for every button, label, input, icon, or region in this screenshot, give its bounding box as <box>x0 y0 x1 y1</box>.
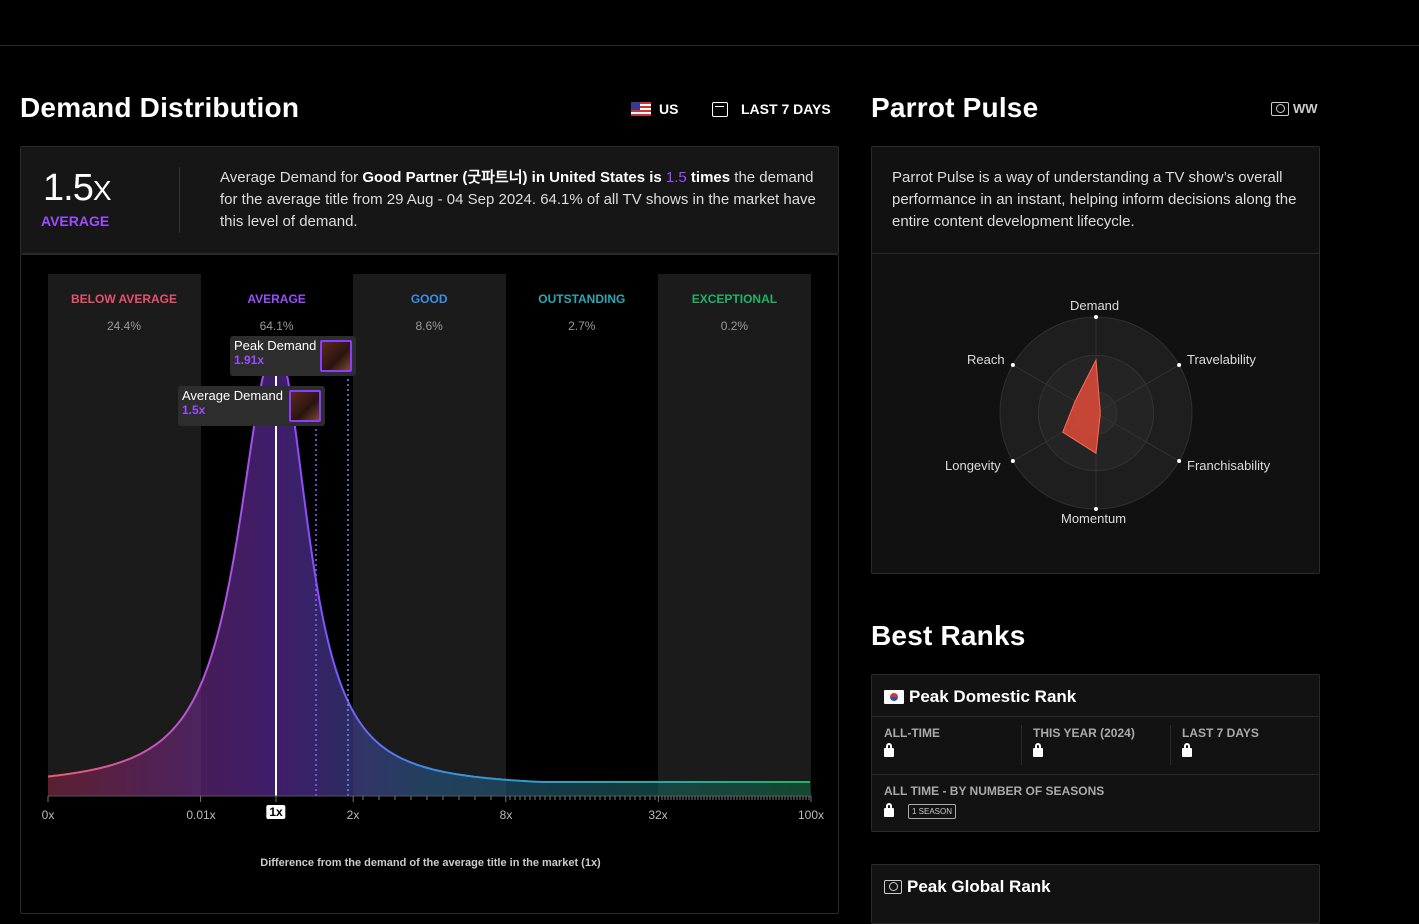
radar-axis <box>1095 412 1180 462</box>
region-label: WW <box>1293 101 1318 116</box>
band-share: 24.4% <box>106 319 142 333</box>
average-demand-tooltip[interactable]: Average Demand 1.5x <box>178 386 325 426</box>
radar-label-momentum: Momentum <box>1061 511 1127 526</box>
rank-by-seasons: ALL TIME - BY NUMBER OF SEASONS 1 SEASON <box>884 784 1104 819</box>
show-thumbnail <box>320 340 352 372</box>
band-share: 64.1% <box>259 319 294 333</box>
curve-line <box>47 346 810 783</box>
x-tick-label: 0x <box>41 808 55 822</box>
band-share: 2.7% <box>568 319 596 333</box>
radar-label-reach: Reach <box>967 352 1005 367</box>
demand-distribution-curve <box>47 344 812 802</box>
radar-axis-dot <box>1010 459 1015 463</box>
divider <box>872 716 1319 717</box>
top-bar <box>0 0 1419 46</box>
radar-label-franchisability: Franchisability <box>1187 458 1271 473</box>
peak-domestic-rank-card: Peak Domestic Rank ALL-TIME THIS YEAR (2… <box>871 674 1320 832</box>
region-selector[interactable]: WW <box>1271 101 1318 116</box>
band-below-average: BELOW AVERAGE 24.4% <box>48 274 201 796</box>
peak-domestic-rank-header: Peak Domestic Rank <box>884 687 1076 707</box>
band-label: GOOD <box>410 292 448 306</box>
x-axis-caption: Difference from the demand of the averag… <box>260 857 601 869</box>
peak-global-rank-header: Peak Global Rank <box>884 877 1051 897</box>
band-label: OUTSTANDING <box>538 292 626 306</box>
curve-area <box>48 348 811 796</box>
band-label: BELOW AVERAGE <box>70 292 177 306</box>
band-label: AVERAGE <box>247 292 306 306</box>
band-share: 0.2% <box>720 319 749 333</box>
radar-label-longevity: Longevity <box>945 458 1001 473</box>
parrot-pulse-title: Parrot Pulse <box>871 92 1039 123</box>
x-tick-label: 8x <box>499 808 513 822</box>
band-good: GOOD 8.6% <box>353 274 506 796</box>
radar-label-travelability: Travelability <box>1187 352 1256 367</box>
radar-axis-dot <box>1094 315 1098 319</box>
best-ranks-title: Best Ranks <box>871 620 1026 651</box>
parrot-pulse-radar-chart <box>999 315 1193 511</box>
radar-axis-dot <box>1177 363 1182 367</box>
globe-icon <box>884 880 902 894</box>
lock-icon <box>1033 743 1043 757</box>
x-tick-label: 2x <box>346 808 360 822</box>
parrot-pulse-panel: Parrot Pulse is a way of understanding a… <box>871 146 1320 574</box>
show-thumbnail <box>289 390 321 422</box>
calendar-icon <box>712 101 728 117</box>
demand-bands: BELOW AVERAGE 24.4% AVERAGE 64.1% GOOD 8.6% OU… <box>48 274 811 796</box>
demand-summary-panel: 1.5X AVERAGE Average Demand for Good Par… <box>20 146 839 254</box>
radar-axis-dot <box>1094 507 1098 511</box>
radar-axis-dot <box>1177 459 1182 463</box>
x-tick-label: 100x <box>797 808 825 822</box>
radar-label-demand: Demand <box>1070 298 1120 313</box>
multiplier-value: 1.5X <box>43 167 111 209</box>
demand-distribution-title: Demand Distribution <box>20 92 300 123</box>
band-exceptional: EXCEPTIONAL 0.2% <box>658 274 811 796</box>
country-label: US <box>659 101 679 117</box>
korea-flag-icon <box>884 690 904 704</box>
season-badge[interactable]: 1 SEASON <box>908 804 957 819</box>
x-tick-label: 1x <box>266 805 286 819</box>
lock-icon <box>884 743 894 757</box>
x-tick-label: 0.01x <box>186 808 216 822</box>
divider <box>872 774 1319 775</box>
demand-chart-panel: BELOW AVERAGE 24.4% AVERAGE 64.1% GOOD 8.6% OU… <box>20 254 839 914</box>
minor-ticks <box>47 796 812 802</box>
divider <box>179 167 180 233</box>
lock-icon <box>884 803 894 817</box>
parrot-pulse-description: Parrot Pulse is a way of understanding a… <box>892 169 1297 230</box>
demand-summary-text: Average Demand for Good Partner (굿파트너) i… <box>220 169 816 230</box>
rank-all-time: ALL-TIME <box>884 726 940 762</box>
x-tick-label: 32x <box>648 808 668 822</box>
lock-icon <box>1182 743 1192 757</box>
country-selector[interactable]: US <box>631 101 678 117</box>
divider <box>1021 725 1022 765</box>
peak-demand-tooltip[interactable]: Peak Demand 1.91x <box>230 336 356 376</box>
band-outstanding: OUTSTANDING 2.7% <box>505 274 659 796</box>
band-label: EXCEPTIONAL <box>691 292 778 306</box>
period-label: LAST 7 DAYS <box>741 101 831 117</box>
peak-global-rank-card: Peak Global Rank <box>871 864 1320 924</box>
radar-polygon <box>1062 358 1101 455</box>
divider <box>872 253 1319 254</box>
rank-this-year: THIS YEAR (2024) <box>1033 726 1135 762</box>
period-selector[interactable]: LAST 7 DAYS <box>712 101 831 117</box>
radar-axis-dot <box>1010 363 1015 367</box>
globe-icon <box>1271 101 1289 116</box>
demand-level-label: AVERAGE <box>41 213 110 229</box>
rank-last-7-days: LAST 7 DAYS <box>1182 726 1259 762</box>
band-share: 8.6% <box>415 319 443 333</box>
us-flag-icon <box>631 102 651 116</box>
radar-axis <box>1095 364 1180 414</box>
divider <box>1170 725 1171 765</box>
